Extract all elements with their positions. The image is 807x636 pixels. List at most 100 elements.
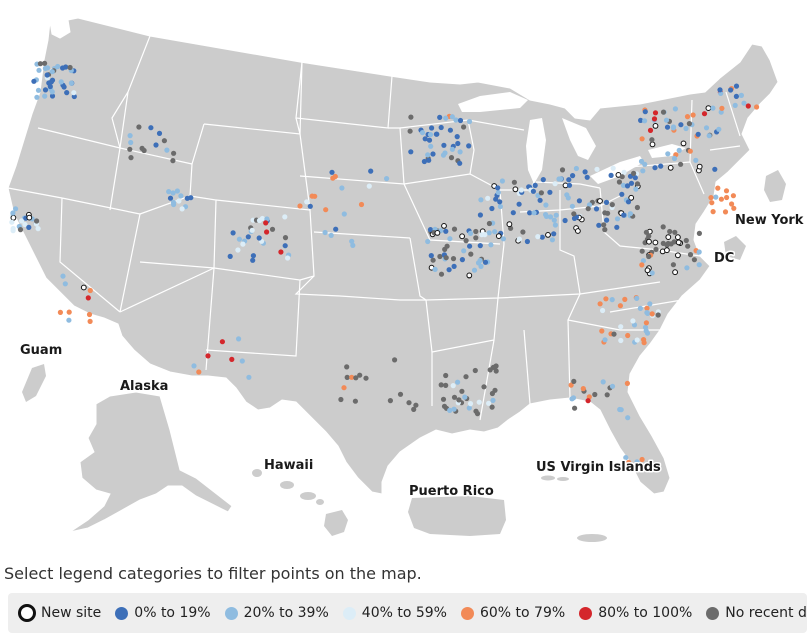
site-point[interactable]: [387, 398, 393, 404]
site-point[interactable]: [535, 234, 541, 240]
site-point-new[interactable]: [628, 194, 635, 201]
site-point[interactable]: [62, 281, 68, 287]
site-point[interactable]: [637, 305, 644, 311]
site-point[interactable]: [446, 267, 452, 273]
site-point[interactable]: [566, 177, 572, 183]
site-point[interactable]: [171, 150, 177, 156]
site-point[interactable]: [558, 176, 564, 182]
site-point[interactable]: [153, 142, 159, 148]
site-point[interactable]: [647, 301, 653, 307]
site-point-new[interactable]: [646, 238, 652, 245]
site-point[interactable]: [571, 215, 578, 221]
site-point[interactable]: [447, 127, 453, 133]
site-point[interactable]: [571, 211, 577, 217]
site-point[interactable]: [570, 173, 576, 179]
site-point[interactable]: [602, 227, 608, 233]
site-point[interactable]: [34, 218, 40, 224]
site-point[interactable]: [715, 185, 721, 191]
site-point[interactable]: [473, 235, 479, 241]
site-point[interactable]: [493, 368, 499, 374]
site-point[interactable]: [449, 114, 455, 120]
site-point[interactable]: [626, 459, 632, 465]
legend-80-100[interactable]: 80% to 100%: [579, 605, 692, 621]
site-point[interactable]: [127, 146, 133, 152]
site-point[interactable]: [717, 87, 723, 93]
site-point[interactable]: [66, 309, 72, 315]
site-point[interactable]: [627, 211, 634, 217]
site-point[interactable]: [499, 178, 505, 184]
site-point[interactable]: [616, 179, 623, 185]
site-point[interactable]: [466, 143, 472, 149]
site-point[interactable]: [461, 248, 467, 254]
site-point[interactable]: [543, 212, 549, 218]
site-point[interactable]: [621, 169, 627, 175]
site-point[interactable]: [476, 399, 482, 405]
site-point[interactable]: [596, 222, 602, 228]
site-point[interactable]: [608, 172, 614, 178]
site-point[interactable]: [246, 374, 252, 380]
site-point[interactable]: [638, 158, 645, 164]
site-point[interactable]: [363, 375, 369, 381]
site-point[interactable]: [256, 217, 263, 224]
site-point[interactable]: [684, 114, 691, 120]
site-point[interactable]: [723, 188, 730, 194]
site-point[interactable]: [724, 194, 730, 201]
site-point[interactable]: [566, 182, 573, 188]
site-point[interactable]: [701, 111, 708, 117]
site-point[interactable]: [229, 356, 235, 362]
site-point[interactable]: [672, 229, 678, 235]
site-point[interactable]: [37, 61, 44, 67]
site-point[interactable]: [712, 166, 718, 172]
site-point[interactable]: [624, 183, 631, 189]
site-point[interactable]: [422, 136, 428, 142]
site-point[interactable]: [511, 179, 517, 185]
site-point[interactable]: [457, 160, 463, 166]
site-point[interactable]: [471, 267, 478, 273]
site-point[interactable]: [571, 378, 577, 384]
site-point[interactable]: [454, 134, 460, 140]
site-point[interactable]: [640, 168, 646, 174]
site-point[interactable]: [551, 231, 557, 237]
site-point[interactable]: [245, 234, 251, 240]
site-point[interactable]: [520, 229, 526, 235]
site-point[interactable]: [443, 255, 449, 261]
site-point[interactable]: [31, 78, 37, 84]
site-point[interactable]: [622, 296, 628, 302]
site-point[interactable]: [634, 459, 640, 465]
site-point[interactable]: [58, 79, 64, 85]
site-point[interactable]: [240, 241, 246, 247]
site-point[interactable]: [592, 391, 598, 398]
site-point[interactable]: [473, 228, 479, 235]
site-point[interactable]: [552, 181, 558, 187]
site-point[interactable]: [625, 199, 632, 205]
site-point[interactable]: [730, 193, 737, 199]
site-point[interactable]: [466, 405, 472, 411]
site-point[interactable]: [426, 157, 432, 163]
site-point[interactable]: [438, 382, 444, 388]
site-point[interactable]: [421, 158, 427, 165]
site-point[interactable]: [696, 230, 703, 236]
site-point-new[interactable]: [434, 230, 441, 236]
site-point[interactable]: [9, 219, 15, 225]
site-point[interactable]: [495, 189, 501, 196]
site-point[interactable]: [426, 137, 433, 143]
site-point[interactable]: [568, 382, 574, 388]
site-point[interactable]: [492, 387, 498, 393]
site-point[interactable]: [593, 206, 600, 212]
site-point[interactable]: [128, 155, 134, 161]
site-point-new[interactable]: [675, 234, 681, 241]
site-point[interactable]: [449, 146, 455, 152]
site-point[interactable]: [87, 287, 93, 294]
site-point[interactable]: [462, 394, 468, 400]
site-point[interactable]: [487, 367, 493, 373]
site-point[interactable]: [710, 209, 716, 215]
site-point[interactable]: [179, 206, 185, 212]
site-point[interactable]: [639, 248, 645, 254]
site-point[interactable]: [683, 237, 689, 244]
site-point[interactable]: [475, 260, 482, 266]
site-point[interactable]: [339, 185, 345, 191]
site-point[interactable]: [411, 406, 417, 412]
site-point[interactable]: [547, 189, 553, 195]
site-point-new[interactable]: [644, 267, 651, 274]
site-point[interactable]: [649, 137, 655, 143]
